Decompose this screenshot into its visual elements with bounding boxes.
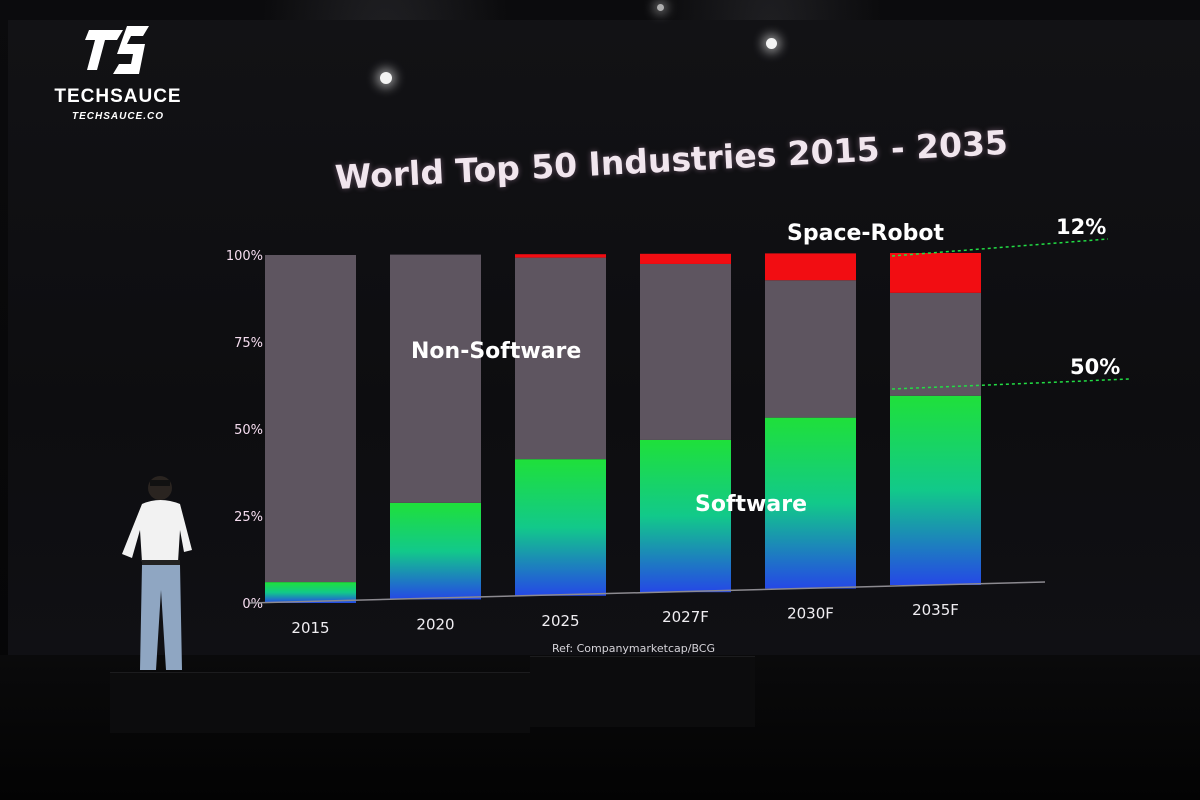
bar-space-robot-2025: [515, 254, 606, 258]
bar-software-2025: [515, 459, 606, 596]
segment-label-non-software: Non-Software: [411, 339, 581, 364]
presenter-figure: [122, 476, 192, 670]
x-tick-label-2015: 2015: [291, 619, 329, 637]
x-tick-label-2025: 2025: [541, 612, 579, 630]
brand-url: TECHSAUCE.CO: [71, 111, 164, 122]
annotation-50pct: 50%: [1070, 355, 1120, 379]
x-tick-label-2020: 2020: [416, 615, 454, 633]
bar-non-software-2015: [265, 255, 356, 583]
bar-software-2027f: [640, 439, 731, 593]
annotation-12pct: 12%: [1056, 215, 1106, 239]
bar-software-2035f: [890, 395, 981, 585]
bar-non-software-2025: [515, 257, 606, 460]
bar-non-software-2035f: [890, 292, 981, 396]
segment-label-space-robot: Space-Robot: [787, 221, 944, 246]
y-tick-label-25pct: 25%: [234, 510, 263, 525]
x-axis-baseline: [249, 581, 1046, 604]
bar-non-software-2030f: [765, 280, 856, 418]
stage-spotlight-top: [657, 4, 664, 11]
bar-space-robot-2027f: [640, 253, 731, 264]
bar-software-2020: [390, 502, 481, 600]
bar-software-2015: [265, 582, 356, 603]
x-tick-label-2027f: 2027F: [662, 608, 709, 626]
source-reference: Ref: Companymarketcap/BCG: [552, 642, 715, 655]
y-tick-label-100pct: 100%: [226, 249, 263, 264]
stage-monitor-right: [530, 656, 755, 727]
bar-non-software-2020: [390, 254, 481, 503]
bar-non-software-2027f: [640, 263, 731, 440]
bar-space-robot-2035f: [890, 253, 981, 293]
bar-software-2030f: [765, 417, 856, 589]
y-tick-label-75pct: 75%: [234, 336, 263, 351]
stage-spotlight-left: [380, 72, 392, 84]
annotation-leader-50pct: [891, 378, 1131, 390]
brand-name: TECHSAUCE: [54, 86, 182, 107]
y-tick-label-50pct: 50%: [234, 423, 263, 438]
stage-spotlight-right: [766, 38, 777, 49]
annotation-leader-12pct: [891, 238, 1109, 257]
stage-monitor-left: [110, 672, 530, 733]
segment-label-software: Software: [695, 492, 807, 517]
x-tick-label-2030f: 2030F: [787, 605, 834, 623]
techsauce-logo: TECHSAUCE TECHSAUCE.CO: [48, 24, 188, 122]
techsauce-logo-mark-icon: [85, 26, 149, 74]
x-tick-label-2035f: 2035F: [912, 601, 959, 619]
y-tick-label-0pct: 0%: [242, 597, 263, 612]
bar-space-robot-2030f: [765, 253, 856, 281]
